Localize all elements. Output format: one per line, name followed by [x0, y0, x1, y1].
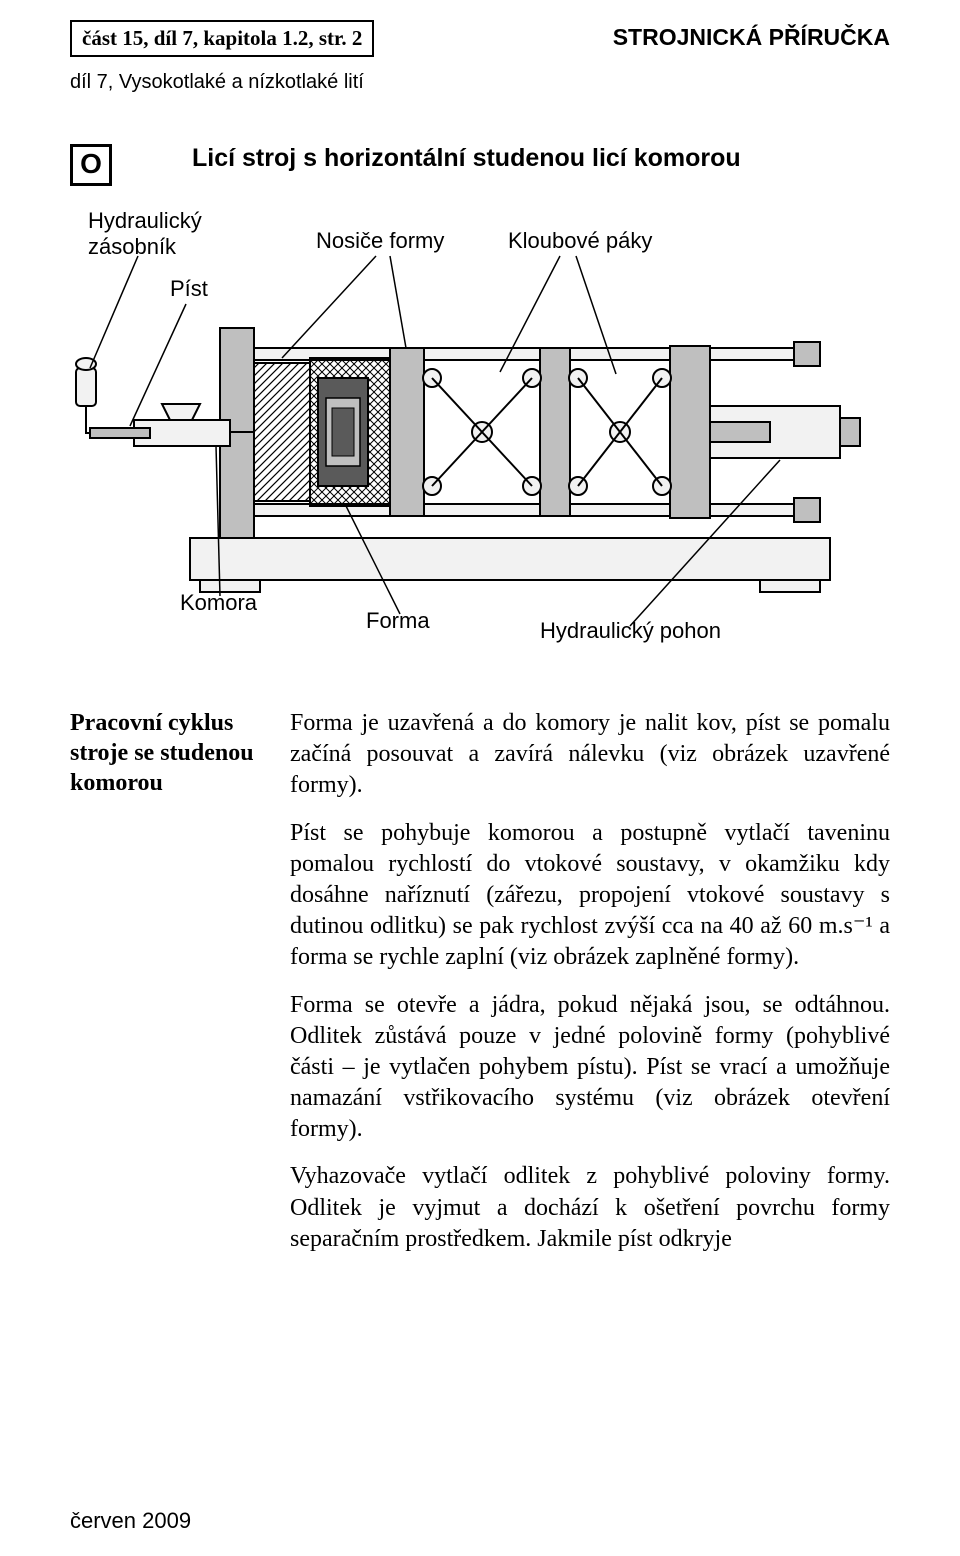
- body-columns: Pracovní cyklus stroje se studenou komor…: [70, 708, 890, 1271]
- label-hydraulic-reservoir: Hydraulický zásobník: [88, 208, 202, 260]
- figure-title: Licí stroj s horizontální studenou licí …: [192, 144, 741, 173]
- machine-diagram: Hydraulický zásobník Píst Nosiče formy K…: [70, 208, 890, 648]
- label-chamber: Komora: [180, 590, 257, 616]
- header-left: část 15, díl 7, kapitola 1.2, str. 2 díl…: [70, 20, 374, 94]
- label-mold-carriers: Nosiče formy: [316, 228, 444, 254]
- page-header: část 15, díl 7, kapitola 1.2, str. 2 díl…: [70, 20, 890, 94]
- breadcrumb: část 15, díl 7, kapitola 1.2, str. 2: [70, 20, 374, 57]
- figure-heading-row: O Licí stroj s horizontální studenou lic…: [70, 144, 890, 186]
- body-text: Forma je uzavřená a do komory je nalit k…: [290, 708, 890, 1271]
- label-piston: Píst: [170, 276, 208, 302]
- paragraph-1: Forma je uzavřená a do komory je nalit k…: [290, 708, 890, 802]
- label-toggle-levers: Kloubové páky: [508, 228, 652, 254]
- paragraph-3: Forma se otevře a jádra, pokud nějaká js…: [290, 990, 890, 1146]
- figure-marker: O: [70, 144, 112, 186]
- publication-title: STROJNICKÁ PŘÍRUČKA: [613, 24, 890, 51]
- machine-diagram-svg: [70, 208, 890, 648]
- page-footer-date: červen 2009: [70, 1508, 191, 1534]
- label-mold: Forma: [366, 608, 430, 634]
- page: část 15, díl 7, kapitola 1.2, str. 2 díl…: [0, 0, 960, 1556]
- margin-note: Pracovní cyklus stroje se studenou komor…: [70, 708, 290, 1271]
- paragraph-4: Vyhazovače vytlačí odlitek z pohyblivé p…: [290, 1161, 890, 1255]
- label-hydraulic-drive: Hydraulický pohon: [540, 618, 721, 644]
- paragraph-2: Píst se pohybuje komorou a postupně vytl…: [290, 818, 890, 974]
- sub-breadcrumb: díl 7, Vysokotlaké a nízkotlaké lití: [70, 71, 374, 94]
